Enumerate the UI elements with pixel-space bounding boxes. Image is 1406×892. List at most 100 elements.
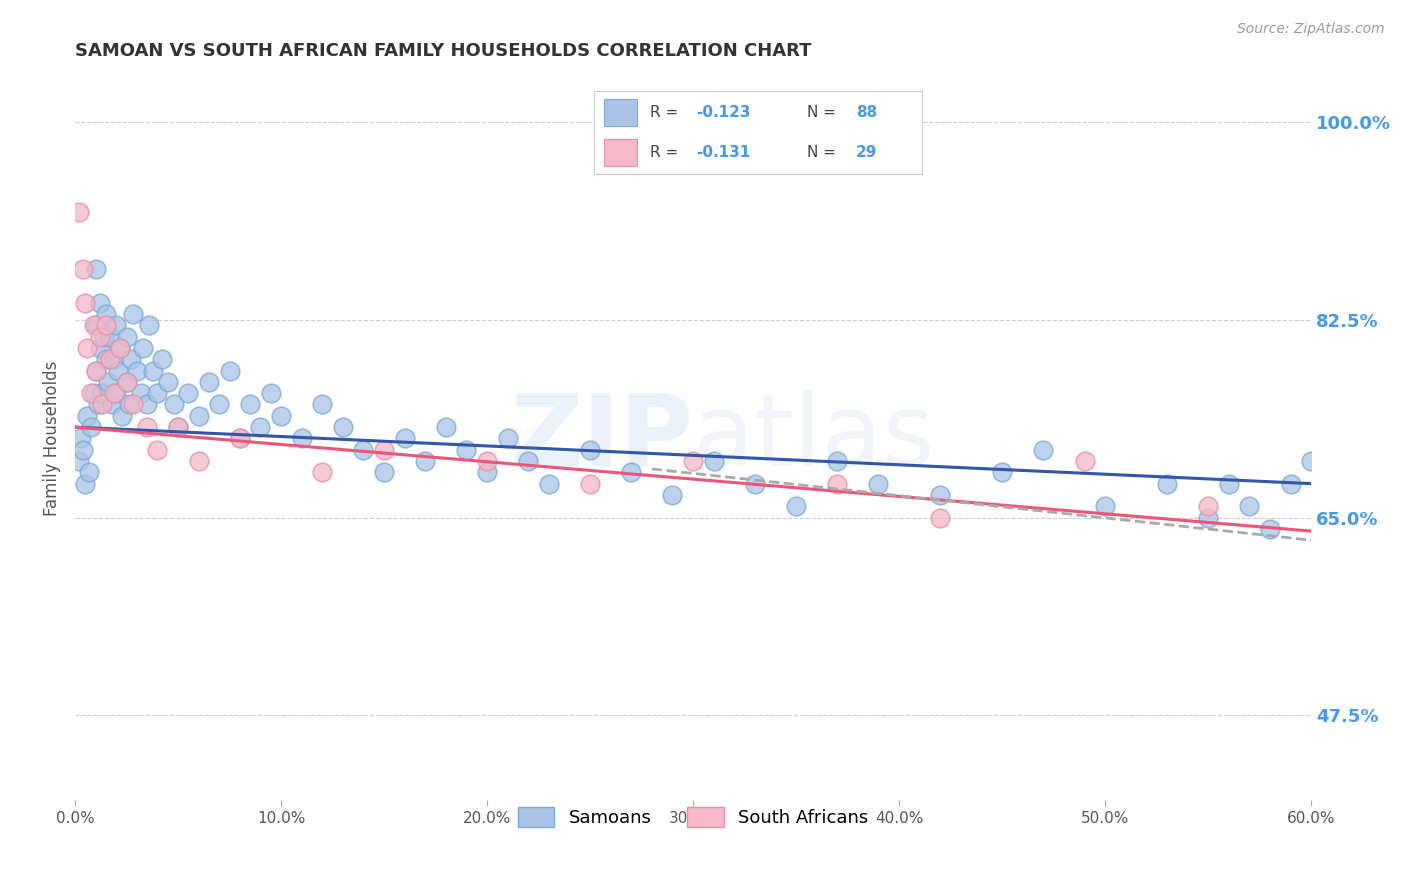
Text: SAMOAN VS SOUTH AFRICAN FAMILY HOUSEHOLDS CORRELATION CHART: SAMOAN VS SOUTH AFRICAN FAMILY HOUSEHOLD… bbox=[75, 42, 811, 60]
Point bbox=[94, 307, 117, 321]
Point bbox=[1197, 500, 1219, 514]
Point bbox=[218, 363, 240, 377]
Point bbox=[249, 420, 271, 434]
Point bbox=[93, 329, 115, 343]
Point bbox=[83, 318, 105, 333]
Point bbox=[84, 261, 107, 276]
Text: Source: ZipAtlas.com: Source: ZipAtlas.com bbox=[1237, 22, 1385, 37]
Point bbox=[661, 488, 683, 502]
Text: ZIP: ZIP bbox=[510, 390, 693, 487]
Point bbox=[98, 329, 121, 343]
Point bbox=[76, 409, 98, 423]
Point bbox=[703, 454, 725, 468]
Point bbox=[156, 375, 179, 389]
Point bbox=[744, 476, 766, 491]
Point bbox=[311, 466, 333, 480]
Point bbox=[80, 420, 103, 434]
Point bbox=[1258, 522, 1281, 536]
Point bbox=[373, 442, 395, 457]
Point bbox=[785, 500, 807, 514]
Point bbox=[136, 420, 159, 434]
Point bbox=[103, 386, 125, 401]
Point bbox=[332, 420, 354, 434]
Point bbox=[291, 431, 314, 445]
Point bbox=[83, 386, 105, 401]
Point bbox=[1218, 476, 1240, 491]
Point bbox=[120, 352, 142, 367]
Point bbox=[129, 386, 152, 401]
Point bbox=[167, 420, 190, 434]
Point bbox=[97, 375, 120, 389]
Point bbox=[70, 431, 93, 445]
Point bbox=[75, 476, 97, 491]
Point bbox=[76, 341, 98, 355]
Point bbox=[413, 454, 436, 468]
Text: atlas: atlas bbox=[693, 390, 935, 487]
Y-axis label: Family Households: Family Households bbox=[44, 360, 60, 516]
Point bbox=[311, 397, 333, 411]
Point bbox=[84, 318, 107, 333]
Point bbox=[517, 454, 540, 468]
Point bbox=[352, 442, 374, 457]
Point bbox=[72, 261, 94, 276]
Point bbox=[89, 341, 111, 355]
Point bbox=[90, 397, 112, 411]
Point bbox=[84, 363, 107, 377]
Point bbox=[98, 352, 121, 367]
Point bbox=[105, 386, 128, 401]
Point bbox=[115, 329, 138, 343]
Point bbox=[94, 352, 117, 367]
Point bbox=[89, 329, 111, 343]
Point bbox=[187, 454, 209, 468]
Point bbox=[260, 386, 283, 401]
Point bbox=[84, 363, 107, 377]
Point bbox=[117, 397, 139, 411]
Point bbox=[1239, 500, 1261, 514]
Point bbox=[187, 409, 209, 423]
Point bbox=[1197, 510, 1219, 524]
Point bbox=[868, 476, 890, 491]
Point bbox=[270, 409, 292, 423]
Point bbox=[1320, 500, 1343, 514]
Point bbox=[142, 363, 165, 377]
Point bbox=[1341, 466, 1364, 480]
Point bbox=[67, 205, 90, 219]
Point bbox=[101, 397, 124, 411]
Point bbox=[475, 466, 498, 480]
Point bbox=[929, 488, 952, 502]
Point bbox=[105, 318, 128, 333]
Point bbox=[373, 466, 395, 480]
Point bbox=[229, 431, 252, 445]
Point bbox=[1073, 454, 1095, 468]
Point bbox=[107, 363, 129, 377]
Point bbox=[208, 397, 231, 411]
Point bbox=[163, 397, 186, 411]
Point bbox=[177, 386, 200, 401]
Point bbox=[1279, 476, 1302, 491]
Point bbox=[115, 375, 138, 389]
Point bbox=[1156, 476, 1178, 491]
Point bbox=[239, 397, 262, 411]
Point bbox=[111, 409, 134, 423]
Point bbox=[75, 295, 97, 310]
Point bbox=[86, 397, 108, 411]
Point bbox=[121, 307, 143, 321]
Point bbox=[110, 341, 132, 355]
Point bbox=[167, 420, 190, 434]
Point bbox=[94, 318, 117, 333]
Point bbox=[1032, 442, 1054, 457]
Point bbox=[229, 431, 252, 445]
Point bbox=[620, 466, 643, 480]
Point bbox=[496, 431, 519, 445]
Point bbox=[115, 375, 138, 389]
Point bbox=[579, 476, 602, 491]
Point bbox=[198, 375, 221, 389]
Point bbox=[89, 295, 111, 310]
Point bbox=[579, 442, 602, 457]
Point bbox=[132, 341, 155, 355]
Point bbox=[1361, 442, 1384, 457]
Point bbox=[136, 397, 159, 411]
Point bbox=[72, 442, 94, 457]
Point bbox=[682, 454, 704, 468]
Point bbox=[103, 352, 125, 367]
